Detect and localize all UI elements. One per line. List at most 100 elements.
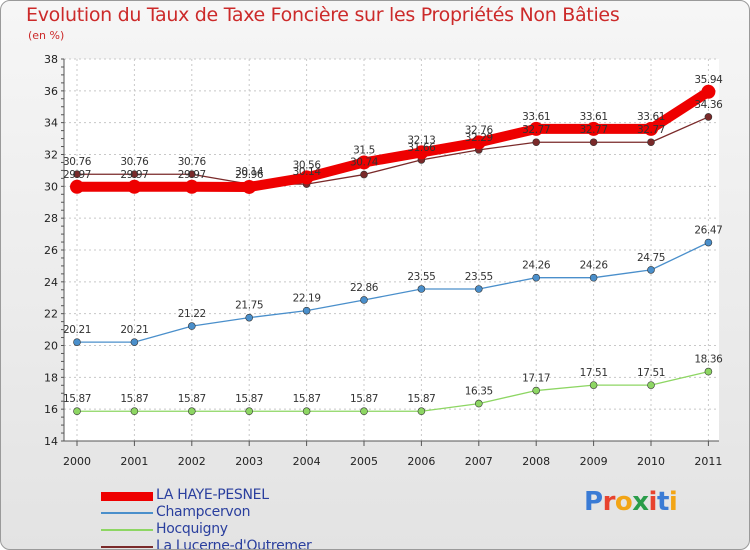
y-tick-label: 34 [44, 117, 58, 130]
y-tick-label: 32 [44, 149, 58, 162]
data-label: 35.94 [694, 74, 723, 86]
legend-swatch [101, 492, 153, 501]
data-point [647, 381, 655, 389]
data-label: 30.76 [120, 156, 149, 168]
data-label: 15.87 [235, 393, 263, 405]
data-label: 16.35 [465, 386, 493, 398]
data-point [302, 306, 311, 315]
data-point [586, 121, 601, 136]
data-label: 15.87 [407, 393, 435, 405]
data-label: 33.61 [580, 111, 608, 123]
data-label: 15.87 [63, 393, 91, 405]
x-tick-label: 2009 [580, 455, 608, 468]
data-point [70, 179, 84, 194]
data-label: 23.55 [407, 271, 435, 283]
y-tick-label: 14 [44, 435, 58, 448]
legend-label: LA HAYE-PESNEL [156, 487, 269, 503]
data-label: 30.14 [235, 166, 264, 178]
data-point [299, 170, 314, 185]
y-tick-label: 36 [44, 85, 58, 98]
data-point [417, 407, 426, 416]
proxiti-logo: Proxiti [584, 487, 678, 517]
data-label: 18.36 [694, 354, 723, 366]
data-point [242, 179, 257, 194]
x-tick-label: 2001 [120, 455, 148, 468]
y-tick-label: 18 [44, 371, 58, 384]
data-point [704, 367, 713, 376]
x-tick-label: 2005 [350, 455, 378, 468]
data-label: 29.97 [120, 169, 148, 181]
logo-letter: P [584, 487, 603, 517]
x-tick-label: 2003 [235, 455, 263, 468]
data-label: 33.61 [522, 111, 550, 123]
y-tick-label: 16 [44, 403, 58, 416]
data-point [130, 407, 139, 416]
data-label: 15.87 [350, 393, 378, 405]
x-tick-label: 2006 [407, 455, 435, 468]
data-label: 32.13 [407, 134, 435, 146]
data-label: 31.5 [353, 144, 375, 156]
data-point [357, 155, 371, 170]
legend-item: La Lucerne-d'Outremer [101, 538, 361, 549]
data-point [474, 285, 483, 293]
data-point [127, 179, 142, 194]
data-label: 32.29 [465, 132, 493, 144]
data-point [245, 407, 253, 416]
data-label: 17.51 [637, 367, 665, 379]
series-line-2 [76, 370, 710, 412]
data-label: 21.75 [235, 300, 263, 312]
data-point [184, 179, 199, 194]
data-point [360, 170, 368, 179]
chart-title: Evolution du Taux de Taxe Foncière sur l… [26, 4, 620, 26]
data-point [704, 113, 713, 121]
x-tick-label: 2002 [178, 455, 206, 468]
data-label: 32.77 [522, 124, 550, 136]
y-axis-unit: (en %) [28, 29, 65, 42]
logo-letter: o [614, 487, 633, 517]
data-point [589, 381, 598, 389]
x-tick-label: 2010 [637, 455, 665, 468]
legend-swatch [101, 529, 153, 531]
x-tick-label: 2011 [694, 455, 722, 468]
data-label: 23.55 [465, 271, 493, 283]
legend-label: Champcervon [156, 504, 251, 520]
x-tick-label: 2007 [465, 455, 493, 468]
y-tick-label: 22 [44, 308, 58, 321]
data-label: 17.51 [580, 367, 608, 379]
y-tick-label: 26 [44, 244, 58, 257]
data-point [130, 170, 139, 179]
data-label: 15.87 [178, 393, 206, 405]
legend-swatch [101, 546, 153, 548]
data-point [360, 407, 368, 416]
data-point [532, 138, 541, 147]
data-label: 20.21 [63, 324, 91, 336]
data-point [414, 145, 429, 160]
data-label: 29.97 [63, 169, 91, 181]
x-tick-label: 2000 [63, 455, 91, 468]
legend-item: Champcervon [101, 504, 361, 521]
data-point [471, 135, 486, 150]
data-label: 20.21 [120, 324, 148, 336]
data-label: 22.86 [350, 282, 379, 294]
logo-letter: i [668, 487, 678, 517]
data-point [73, 338, 81, 346]
data-point [529, 121, 544, 136]
data-label: 24.26 [522, 260, 551, 272]
data-label: 30.14 [293, 166, 322, 178]
data-label: 29.96 [235, 169, 264, 181]
data-label: 33.61 [637, 111, 665, 123]
data-label: 29.97 [178, 169, 206, 181]
data-point [474, 399, 483, 408]
data-point [532, 386, 541, 395]
data-point [647, 266, 655, 274]
y-tick-label: 28 [44, 212, 58, 225]
data-label: 34.36 [694, 99, 723, 111]
series-line-0 [72, 86, 714, 192]
series-line-1 [76, 241, 710, 343]
data-point [589, 273, 598, 282]
x-tick-label: 2008 [522, 455, 550, 468]
data-point [188, 407, 196, 416]
logo-letter: r [602, 487, 616, 517]
